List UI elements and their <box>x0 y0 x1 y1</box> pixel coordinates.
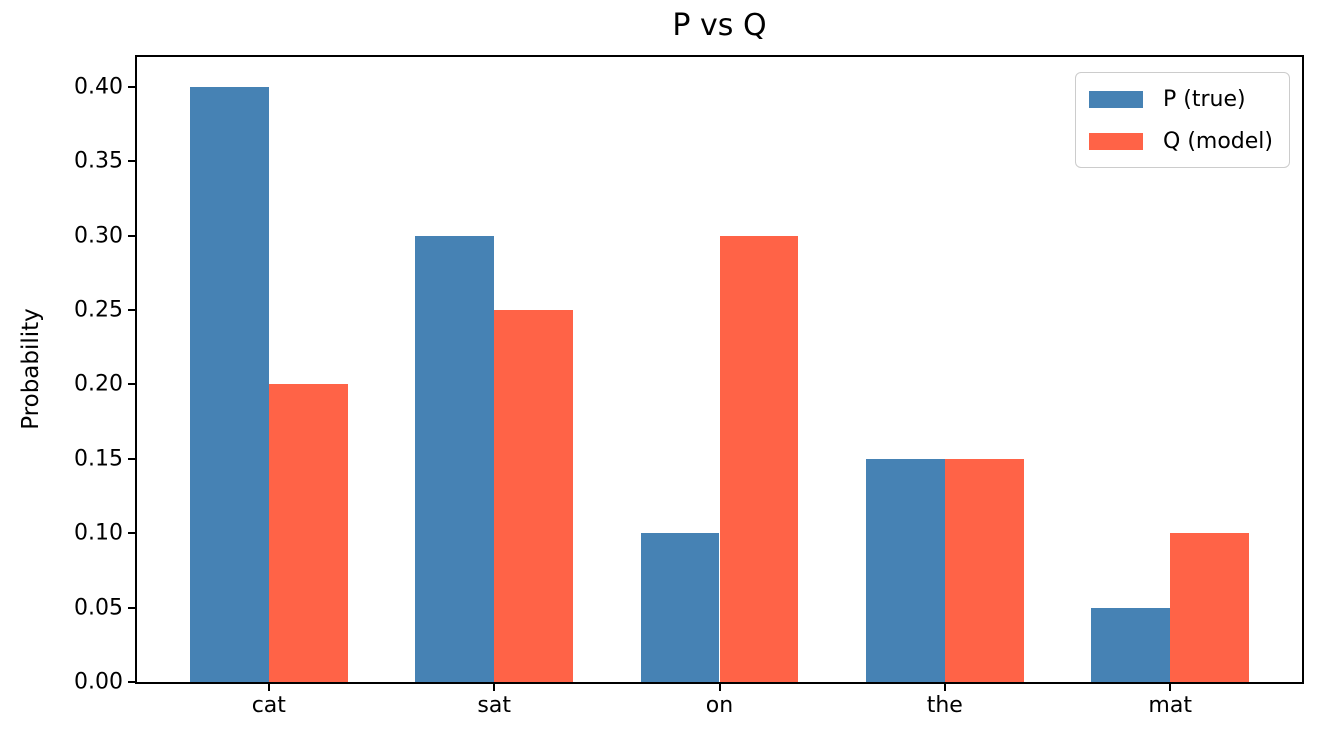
y-tick-mark <box>128 85 135 88</box>
y-tick-mark <box>128 606 135 609</box>
bar-on-series0 <box>640 533 720 682</box>
bar-mat-series0 <box>1091 607 1171 682</box>
y-tick-label: 0.40 <box>74 74 123 100</box>
y-tick-label: 0.15 <box>74 446 123 472</box>
legend-label: Q (model) <box>1163 128 1273 154</box>
y-tick-label: 0.20 <box>74 371 123 397</box>
y-axis-label: Probability <box>18 308 44 430</box>
bar-sat-series0 <box>415 235 495 682</box>
bar-cat-series1 <box>268 384 348 682</box>
y-tick-mark <box>128 234 135 237</box>
y-tick-mark <box>128 383 135 386</box>
bar-cat-series0 <box>190 86 269 682</box>
x-tick-mark <box>718 684 721 691</box>
x-tick-mark <box>1169 684 1172 691</box>
chart-title: P vs Q <box>672 8 767 43</box>
bar-the-series1 <box>944 458 1024 682</box>
plot-area: 0.00 0.05 0.10 0.15 0.20 0.25 0.30 0.35 0.40 cat s… <box>74 55 1304 718</box>
y-tick-label: 0.35 <box>74 148 123 174</box>
x-tick-label: the <box>926 693 963 718</box>
y-tick-label: 0.10 <box>74 520 123 546</box>
legend-entry: P (true) <box>1089 83 1273 115</box>
bar-mat-series1 <box>1170 533 1250 682</box>
x-tick-mark <box>493 684 496 691</box>
legend-label: P (true) <box>1163 86 1246 112</box>
legend-swatch-icon <box>1089 90 1144 108</box>
x-tick-mark <box>267 684 270 691</box>
x-tick-label: mat <box>1148 693 1192 718</box>
x-tick-label: cat <box>251 693 286 718</box>
x-tick-mark <box>943 684 946 691</box>
bar-on-series1 <box>719 235 799 682</box>
legend-entry: Q (model) <box>1089 125 1273 157</box>
legend: P (true) Q (model) <box>1075 72 1290 168</box>
y-tick-mark <box>128 160 135 163</box>
y-tick-mark <box>128 309 135 311</box>
y-tick-label: 0.05 <box>74 595 123 621</box>
x-tick-label: on <box>705 693 734 718</box>
bar-the-series0 <box>866 458 945 682</box>
y-tick-mark <box>128 457 135 460</box>
legend-swatch-icon <box>1089 132 1144 150</box>
y-tick-mark <box>128 681 135 683</box>
y-tick-mark <box>128 532 135 535</box>
x-tick-label: sat <box>477 693 511 718</box>
bar-sat-series1 <box>494 310 574 682</box>
y-tick-label: 0.25 <box>74 297 123 323</box>
y-tick-label: 0.00 <box>74 669 123 695</box>
y-tick-label: 0.30 <box>74 223 123 249</box>
